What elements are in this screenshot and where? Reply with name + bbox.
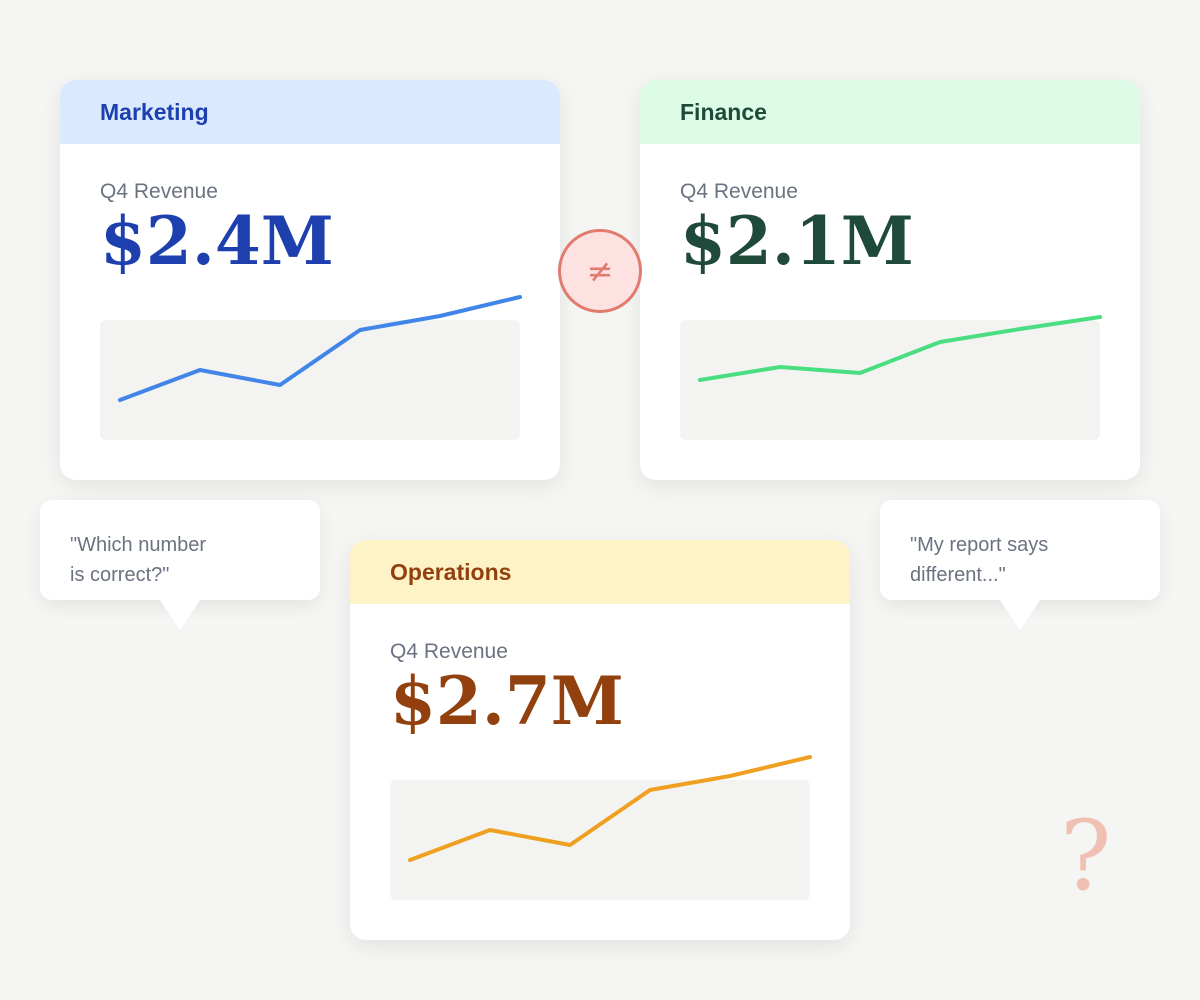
finance-card: Finance Q4 Revenue $2.1M [640,80,1140,480]
speech-bubble-left: "Which number is correct?" [40,500,320,630]
question-mark-icon: ? [1060,800,1112,912]
card-header: Operations [350,540,850,604]
card-header: Finance [640,80,1140,144]
bubble-text: "Which number is correct?" [70,534,207,586]
metric-value: $2.4M [100,202,334,280]
card-title: Operations [390,558,512,585]
sparkline-background [100,320,520,440]
operations-card: Operations Q4 Revenue $2.7M [350,540,850,940]
marketing-card: Marketing Q4 Revenue $2.4M [60,80,560,480]
metric-label: Q4 Revenue [390,640,508,663]
metric-label: Q4 Revenue [100,180,218,203]
metric-value: $2.1M [680,202,914,280]
card-title: Marketing [100,98,209,125]
metric-value: $2.7M [390,662,624,740]
speech-bubble-right: "My report says different..." [880,500,1160,630]
sparkline-background [390,780,810,900]
bubble-text: "My report says different..." [910,534,1049,586]
bubble-tail [1000,600,1040,630]
card-title: Finance [680,98,767,125]
card-header: Marketing [60,80,560,144]
sparkline-background [680,320,1100,440]
not-equal-icon: ≠ [558,229,642,313]
bubble-tail [160,600,200,630]
metric-label: Q4 Revenue [680,180,798,203]
